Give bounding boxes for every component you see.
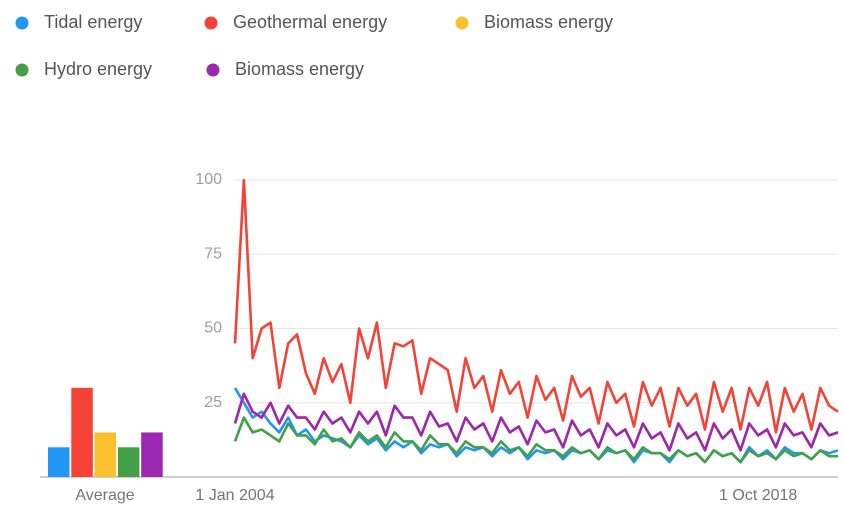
- legend-marker: [15, 16, 29, 30]
- x-tick-label: 1 Jan 2004: [195, 487, 274, 504]
- bar: [94, 432, 117, 477]
- legend-label: Tidal energy: [44, 12, 142, 32]
- bar: [141, 432, 163, 477]
- bar: [48, 447, 70, 477]
- y-tick-label: 50: [204, 320, 222, 337]
- bar: [71, 387, 93, 477]
- y-tick-label: 100: [195, 171, 222, 188]
- legend-marker: [206, 63, 220, 77]
- y-tick-label: 75: [204, 245, 222, 262]
- legend-label: Biomass energy: [484, 12, 613, 32]
- legend-label: Hydro energy: [44, 59, 152, 79]
- legend-marker: [204, 16, 218, 30]
- bar: [117, 447, 140, 477]
- legend-marker: [15, 63, 29, 77]
- x-tick-label: 1 Oct 2018: [719, 487, 797, 504]
- series-line: [233, 178, 839, 434]
- legend-label: Geothermal energy: [233, 12, 387, 32]
- legend-marker: [455, 16, 469, 30]
- series-line: [233, 416, 838, 464]
- legend-label: Biomass energy: [235, 59, 364, 79]
- bar-label: Average: [75, 487, 134, 504]
- y-tick-label: 25: [204, 394, 222, 411]
- series-line: [233, 392, 839, 452]
